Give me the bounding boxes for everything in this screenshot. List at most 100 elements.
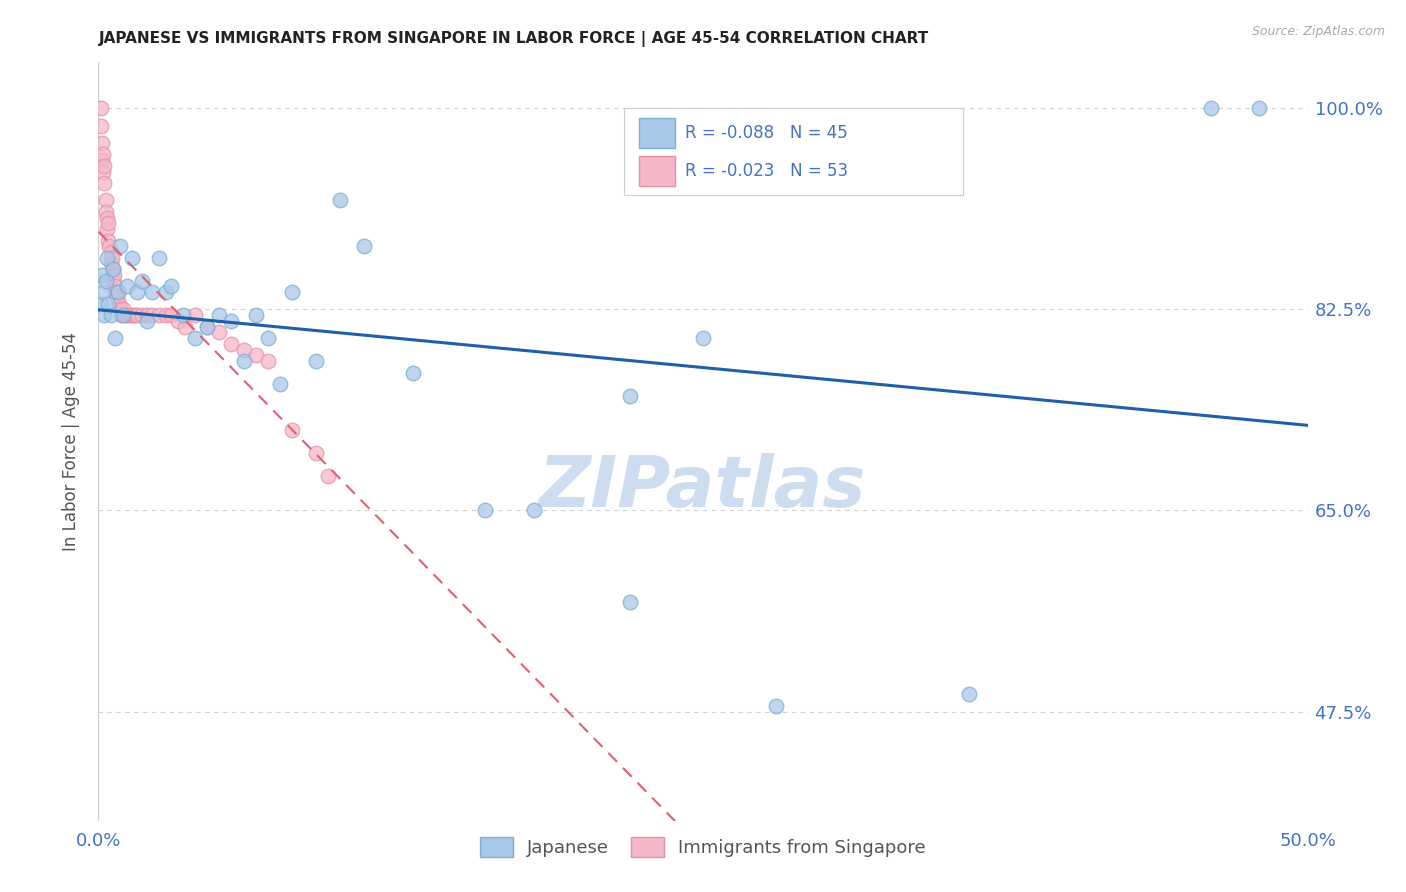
Point (135, 314, 157, 328)
Point (281, 423, 304, 437)
Point (98, 239, 121, 253)
FancyBboxPatch shape (638, 118, 675, 148)
Point (135, 308, 157, 322)
Point (107, 285, 129, 300)
Point (131, 308, 153, 322)
Point (402, 366, 425, 380)
Point (957, 687, 980, 701)
Point (108, 296, 131, 310)
Point (90, 119, 112, 133)
Point (90, 296, 112, 310)
Point (100, 244, 122, 259)
Point (97, 234, 120, 248)
Point (208, 326, 231, 340)
Point (105, 291, 128, 305)
Point (353, 239, 375, 253)
Point (110, 308, 132, 322)
Point (96, 222, 118, 236)
Point (160, 279, 183, 293)
Point (91, 153, 114, 167)
Point (305, 354, 328, 368)
Point (474, 503, 496, 517)
FancyBboxPatch shape (624, 108, 963, 195)
Point (108, 302, 131, 317)
Point (208, 308, 231, 322)
Text: R = -0.023   N = 53: R = -0.023 N = 53 (685, 161, 848, 180)
Point (94, 194, 117, 208)
Point (155, 308, 177, 322)
Point (117, 308, 139, 322)
Point (765, 698, 787, 713)
Point (104, 285, 127, 300)
Point (305, 446, 328, 460)
Point (184, 331, 207, 345)
Point (111, 308, 134, 322)
Point (96, 211, 118, 225)
Point (167, 314, 190, 328)
Point (195, 319, 218, 334)
Point (90, 102, 112, 116)
FancyBboxPatch shape (638, 156, 675, 186)
Point (316, 469, 339, 483)
Point (195, 319, 218, 334)
Point (523, 503, 546, 517)
Point (111, 302, 134, 317)
Point (148, 308, 170, 322)
Point (148, 251, 170, 265)
Text: Source: ZipAtlas.com: Source: ZipAtlas.com (1251, 25, 1385, 38)
Point (93, 176, 115, 190)
Point (121, 308, 143, 322)
Point (93, 159, 115, 173)
Point (692, 331, 714, 345)
Point (221, 337, 243, 351)
Point (100, 251, 122, 265)
Point (103, 268, 125, 282)
Point (121, 251, 143, 265)
Point (94, 204, 117, 219)
Point (269, 377, 291, 392)
Text: R = -0.088   N = 45: R = -0.088 N = 45 (685, 124, 848, 142)
Point (172, 308, 194, 322)
Point (127, 308, 149, 322)
Point (107, 285, 129, 300)
Point (117, 279, 139, 293)
Legend: Japanese, Immigrants from Singapore: Japanese, Immigrants from Singapore (474, 830, 932, 864)
Point (141, 285, 163, 300)
Point (281, 285, 304, 300)
Point (127, 285, 149, 300)
Point (174, 319, 197, 334)
Point (91, 164, 114, 178)
Point (131, 274, 153, 288)
Point (1249, 102, 1271, 116)
Point (104, 331, 127, 345)
Point (101, 262, 124, 277)
Point (329, 194, 352, 208)
Y-axis label: In Labor Force | Age 45-54: In Labor Force | Age 45-54 (62, 332, 80, 551)
Point (114, 308, 136, 322)
Point (160, 308, 183, 322)
Point (93, 308, 115, 322)
Text: ZIPatlas: ZIPatlas (540, 452, 866, 522)
Point (232, 354, 254, 368)
Point (104, 279, 127, 293)
Point (96, 251, 118, 265)
Point (91, 268, 114, 282)
Point (101, 262, 124, 277)
Point (100, 308, 122, 322)
Point (91, 285, 114, 300)
Point (221, 314, 243, 328)
Point (100, 256, 122, 270)
Point (155, 285, 177, 300)
Point (118, 308, 141, 322)
Point (1199, 102, 1222, 116)
Point (97, 296, 120, 310)
Point (124, 308, 146, 322)
Point (91, 147, 114, 161)
Point (619, 595, 641, 609)
Point (232, 343, 254, 357)
Point (245, 308, 267, 322)
Point (184, 308, 207, 322)
Point (256, 331, 278, 345)
Point (101, 274, 124, 288)
Point (108, 239, 131, 253)
